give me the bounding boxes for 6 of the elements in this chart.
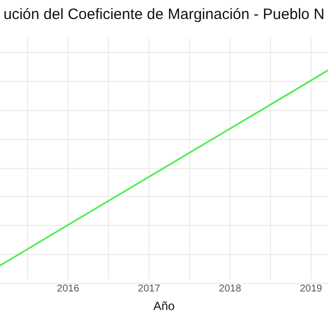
x-tick-label: 2016 (56, 283, 80, 294)
x-tick-label: 2018 (218, 283, 242, 294)
chart-title: ución del Coeficiente de Marginación - Pueblo N (3, 6, 325, 24)
x-axis-title: Año (153, 299, 175, 314)
x-tick-label: 2017 (138, 283, 161, 294)
x-tick-label: 2019 (300, 283, 323, 294)
